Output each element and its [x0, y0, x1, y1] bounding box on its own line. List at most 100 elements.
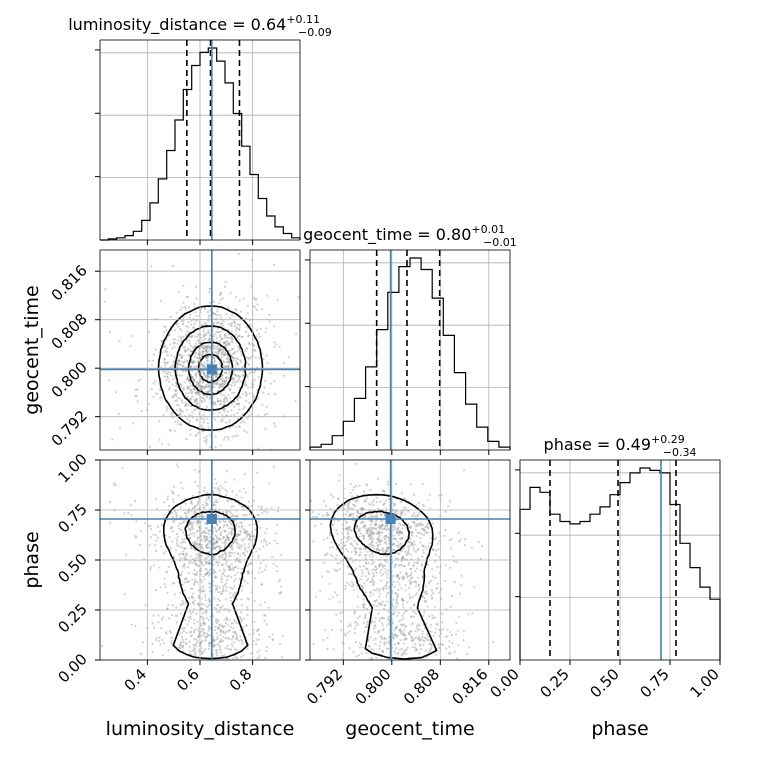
sample-point — [455, 621, 458, 624]
sample-point — [221, 510, 224, 514]
sample-point — [349, 513, 352, 516]
sample-point — [382, 588, 385, 591]
sample-point — [182, 346, 185, 349]
y-axis-label-geocent_time: geocent_time — [21, 285, 43, 414]
sample-point — [218, 526, 221, 529]
sample-point — [227, 365, 230, 368]
sample-point — [378, 563, 381, 567]
sample-point — [252, 640, 255, 643]
sample-point — [400, 654, 403, 657]
sample-point — [218, 490, 221, 493]
sample-point — [393, 606, 396, 610]
sample-point — [399, 500, 402, 503]
sample-point — [135, 536, 138, 539]
sample-point — [237, 374, 240, 377]
sample-point — [238, 374, 241, 378]
sample-point — [201, 640, 204, 643]
sample-point — [161, 370, 164, 373]
sample-point — [197, 350, 200, 353]
sample-point — [195, 644, 198, 648]
sample-point — [234, 374, 237, 377]
sample-point — [176, 423, 179, 426]
sample-point — [275, 565, 278, 568]
sample-point — [244, 350, 247, 353]
sample-point — [236, 514, 239, 517]
sample-point — [207, 319, 210, 323]
sample-point — [321, 575, 324, 578]
sample-point — [185, 577, 188, 580]
sample-point — [244, 317, 247, 320]
sample-point — [237, 533, 240, 536]
sample-point — [426, 526, 429, 529]
sample-point — [363, 547, 366, 550]
sample-point — [314, 524, 317, 527]
sample-point — [434, 631, 437, 634]
sample-point — [410, 636, 413, 639]
sample-point — [226, 524, 229, 527]
sample-point — [194, 544, 197, 547]
sample-point — [197, 521, 200, 524]
sample-point — [229, 596, 232, 599]
sample-point — [361, 603, 364, 607]
sample-point — [208, 288, 211, 291]
sample-point — [182, 521, 185, 524]
sample-point — [384, 540, 388, 543]
sample-point — [363, 515, 367, 518]
sample-point — [418, 628, 421, 631]
sample-point — [338, 600, 341, 603]
sample-point — [382, 564, 385, 567]
sample-point — [240, 524, 244, 528]
sample-point — [229, 316, 232, 319]
sample-point — [412, 564, 416, 568]
sample-point — [187, 534, 190, 537]
sample-point — [196, 484, 199, 487]
sample-point — [243, 472, 246, 475]
sample-point — [178, 397, 182, 400]
sample-point — [200, 534, 203, 537]
sample-point — [226, 490, 229, 493]
sample-point — [159, 397, 162, 400]
sample-point — [386, 546, 389, 549]
sample-point — [392, 637, 395, 640]
sample-point — [203, 399, 206, 403]
sample-point — [276, 298, 279, 301]
sample-point — [203, 346, 206, 349]
sample-point — [408, 596, 412, 599]
sample-point — [380, 520, 383, 523]
sample-point — [378, 531, 381, 535]
sample-point — [344, 547, 348, 551]
sample-point — [271, 638, 274, 642]
sample-point — [180, 522, 183, 525]
sample-point — [231, 645, 234, 648]
sample-point — [213, 382, 216, 385]
sample-point — [230, 522, 233, 525]
sample-point — [197, 629, 200, 632]
sample-point — [368, 544, 371, 547]
sample-point — [267, 606, 270, 609]
sample-point — [241, 335, 244, 338]
sample-point — [201, 346, 204, 349]
sample-point — [202, 589, 206, 593]
sample-point — [375, 567, 378, 571]
sample-point — [204, 535, 207, 538]
sample-point — [227, 565, 230, 568]
sample-point — [185, 404, 188, 407]
sample-point — [281, 634, 284, 637]
sample-point — [379, 562, 382, 565]
sample-point — [252, 305, 255, 308]
sample-point — [192, 360, 195, 363]
sample-point — [326, 536, 329, 540]
sample-point — [349, 624, 352, 627]
sample-point — [381, 629, 384, 632]
sample-point — [200, 538, 203, 541]
sample-point — [275, 343, 278, 346]
sample-point — [353, 631, 356, 635]
sample-point — [216, 523, 219, 526]
sample-point — [206, 355, 209, 358]
sample-point — [233, 352, 236, 355]
sample-point — [245, 384, 248, 387]
ticks — [305, 459, 490, 665]
sample-point — [162, 616, 165, 619]
sample-point — [237, 339, 240, 342]
sample-point — [400, 532, 403, 535]
